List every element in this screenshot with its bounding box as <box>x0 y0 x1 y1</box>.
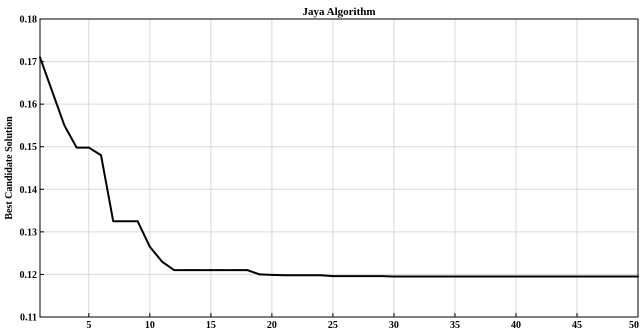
x-tick-label: 30 <box>389 320 399 331</box>
x-tick-label: 45 <box>572 320 582 331</box>
data-point <box>173 269 176 272</box>
data-point <box>295 274 298 277</box>
data-point <box>454 275 456 278</box>
y-axis-ticks: 0.11 0.12 0.13 0.14 0.15 0.16 0.17 0.18 <box>20 15 44 324</box>
data-point <box>515 275 517 278</box>
data-point <box>161 260 163 263</box>
plot-background <box>40 19 638 317</box>
data-point <box>270 273 273 276</box>
x-axis-ticks: 5 10 15 20 25 30 35 40 45 50 <box>86 313 639 331</box>
data-point <box>222 269 224 272</box>
grid-lines <box>40 19 638 317</box>
data-point <box>307 274 310 277</box>
data-point <box>234 269 237 272</box>
data-point <box>124 220 127 223</box>
x-tick-label: 50 <box>629 320 639 331</box>
data-point <box>490 275 493 278</box>
data-point <box>551 275 554 278</box>
y-tick-label: 0.14 <box>20 185 38 196</box>
data-point <box>600 275 603 278</box>
x-tick-label: 25 <box>328 320 338 331</box>
data-point <box>539 275 542 278</box>
data-point <box>136 220 139 223</box>
series-line-0 <box>39 56 639 278</box>
data-point <box>112 220 115 223</box>
data-point <box>527 275 530 278</box>
y-tick-label: 0.11 <box>20 313 37 324</box>
data-point <box>441 275 444 278</box>
x-tick-label: 20 <box>267 320 277 331</box>
data-point <box>466 275 469 278</box>
y-tick-label: 0.17 <box>20 57 38 68</box>
data-point <box>356 275 359 278</box>
y-axis-label: Best Candidate Solution <box>4 116 15 220</box>
data-point <box>75 146 78 149</box>
data-point <box>87 146 90 149</box>
data-point <box>283 274 285 277</box>
y-tick-label: 0.12 <box>20 270 38 281</box>
y-tick-label: 0.15 <box>20 142 38 153</box>
data-point <box>246 269 249 272</box>
x-tick-label: 10 <box>145 320 155 331</box>
data-point <box>148 245 151 248</box>
data-point <box>185 269 188 272</box>
series-layer <box>39 56 639 278</box>
data-point <box>502 275 505 278</box>
data-point <box>429 275 432 278</box>
data-point <box>344 275 347 278</box>
data-point <box>624 275 627 278</box>
chart-title: Jaya Algorithm <box>302 6 375 18</box>
x-tick-label: 5 <box>86 320 91 331</box>
data-point <box>63 124 66 127</box>
x-tick-label: 35 <box>450 320 460 331</box>
data-point <box>319 274 322 277</box>
y-tick-label: 0.16 <box>20 100 38 111</box>
y-tick-label: 0.13 <box>20 227 38 238</box>
data-point <box>405 275 408 278</box>
data-point <box>612 275 615 278</box>
data-point <box>563 275 566 278</box>
data-point <box>51 90 54 93</box>
data-point <box>380 275 383 278</box>
data-point <box>258 273 261 276</box>
data-point <box>417 275 420 278</box>
y-tick-label: 0.18 <box>20 15 38 26</box>
data-point <box>100 154 102 157</box>
data-point <box>393 275 395 278</box>
data-point <box>478 275 481 278</box>
x-tick-label: 40 <box>511 320 521 331</box>
x-tick-label: 15 <box>206 320 216 331</box>
data-point <box>331 275 334 278</box>
data-point <box>368 275 371 278</box>
plot-frame <box>39 18 639 318</box>
data-point <box>588 275 591 278</box>
data-point <box>576 275 578 278</box>
data-point <box>209 269 212 272</box>
data-point <box>197 269 200 272</box>
